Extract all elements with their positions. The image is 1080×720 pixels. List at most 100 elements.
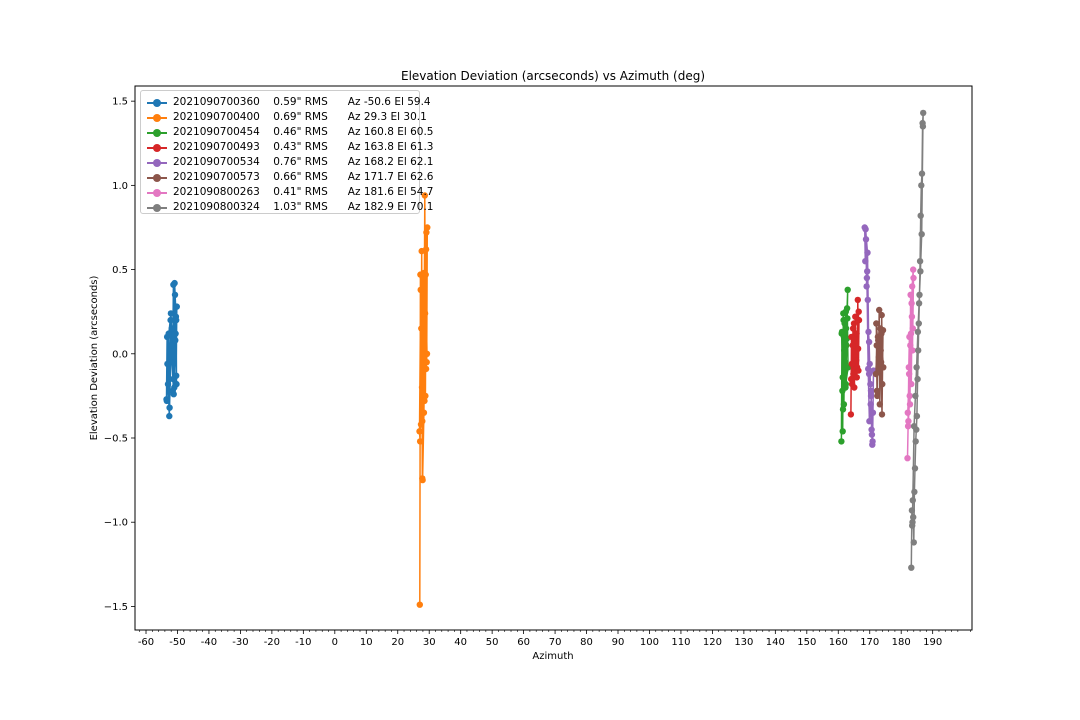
legend-entry: 2021090700360 0.59" RMS Az -50.6 El 59.4 [141,95,431,110]
data-point [911,465,919,472]
data-point [422,246,430,253]
data-point [854,345,862,352]
data-point [918,182,925,189]
x-tick-label: 190 [923,637,942,648]
data-point [910,514,917,521]
data-point [864,249,871,256]
data-point [849,325,857,332]
data-point [839,406,847,413]
x-tick-label: -30 [232,637,248,648]
data-point [906,401,914,408]
data-point [416,438,424,445]
data-point [918,170,926,177]
data-point [843,305,851,312]
data-point [840,333,848,341]
legend-marker-swatch [153,204,161,212]
data-point [421,269,428,277]
data-point [420,345,427,352]
data-point [868,431,876,438]
data-point [909,283,916,290]
legend-label: 2021090700573 0.66" RMS Az 171.7 El 62.6 [173,171,434,183]
legend-label: 2021090800263 0.41" RMS Az 181.6 El 54.7 [173,186,434,198]
data-point [422,392,429,400]
data-point [423,350,431,357]
data-point [910,539,917,546]
x-tick-label: 170 [860,637,879,648]
data-point [920,109,927,117]
y-axis: −1.5 −1.0 −0.5 0.0 0.5 1.0 1.5 [104,97,135,613]
data-point [918,231,925,238]
x-tick-label: 70 [549,637,562,648]
data-point [868,426,875,433]
data-point [913,364,920,371]
data-point [165,332,172,339]
data-point [855,367,862,374]
series-5 [861,224,877,448]
legend-label: 2021090700534 0.76" RMS Az 168.2 El 62.1 [173,156,434,168]
legend-entry: 2021090700573 0.66" RMS Az 171.7 El 62.6 [141,170,434,185]
y-tick-label: 1.0 [112,181,128,192]
data-point [915,300,923,307]
data-point [172,330,179,337]
series-2 [416,192,431,608]
data-point [844,286,851,293]
data-point [864,296,871,304]
series-4 [847,296,863,418]
data-point [878,330,885,337]
data-point [917,212,924,219]
data-point [905,418,912,425]
data-point [919,123,927,130]
legend-label: 2021090700454 0.46" RMS Az 160.8 El 60.5 [173,126,434,138]
data-point [423,359,430,366]
data-point [877,347,884,354]
data-point [422,365,430,373]
legend-label: 2021090700493 0.43" RMS Az 163.8 El 61.3 [173,141,434,153]
x-tick-label: 30 [423,637,436,648]
data-point [916,291,923,298]
data-point [864,268,871,275]
legend-entry: 2021090800263 0.41" RMS Az 181.6 El 54.7 [141,185,434,200]
data-point [862,226,869,233]
data-point [843,342,850,349]
data-point [869,438,876,445]
data-point [905,370,913,378]
legend-label: 2021090700360 0.59" RMS Az -50.6 El 59.4 [173,96,431,108]
data-point [865,370,873,378]
series-7 [904,266,917,462]
data-point [169,387,176,394]
data-point [168,342,175,349]
legend-marker-swatch [153,189,161,197]
data-point [844,315,851,322]
legend-label: 2021090700400 0.69" RMS Az 29.3 El 30.1 [173,111,427,123]
data-point [855,308,862,315]
data-point [909,522,916,529]
data-point [908,313,916,320]
y-tick-label: −1.5 [104,602,128,613]
data-point [907,342,914,349]
data-point [840,401,848,408]
data-point [839,374,846,381]
data-point [851,384,858,391]
data-point [908,507,916,514]
data-point [875,337,882,344]
data-point [423,229,430,236]
x-tick-label: -40 [201,637,217,648]
x-tick-label: 80 [580,637,593,648]
x-tick-label: 130 [734,637,753,648]
data-point [869,409,877,416]
data-point [850,320,858,327]
data-point [853,357,860,364]
y-tick-label: −0.5 [104,434,128,445]
data-point [167,316,174,324]
data-point [917,268,924,275]
data-point [876,306,883,314]
data-point [418,384,426,391]
y-axis-label: Elevation Deviation (arcseconds) [89,275,100,440]
data-point [904,409,911,416]
x-tick-label: -10 [295,637,311,648]
data-point [849,342,856,349]
data-point [168,325,175,332]
data-point [419,418,426,425]
x-tick-label: 160 [829,637,848,648]
data-point [908,300,915,307]
